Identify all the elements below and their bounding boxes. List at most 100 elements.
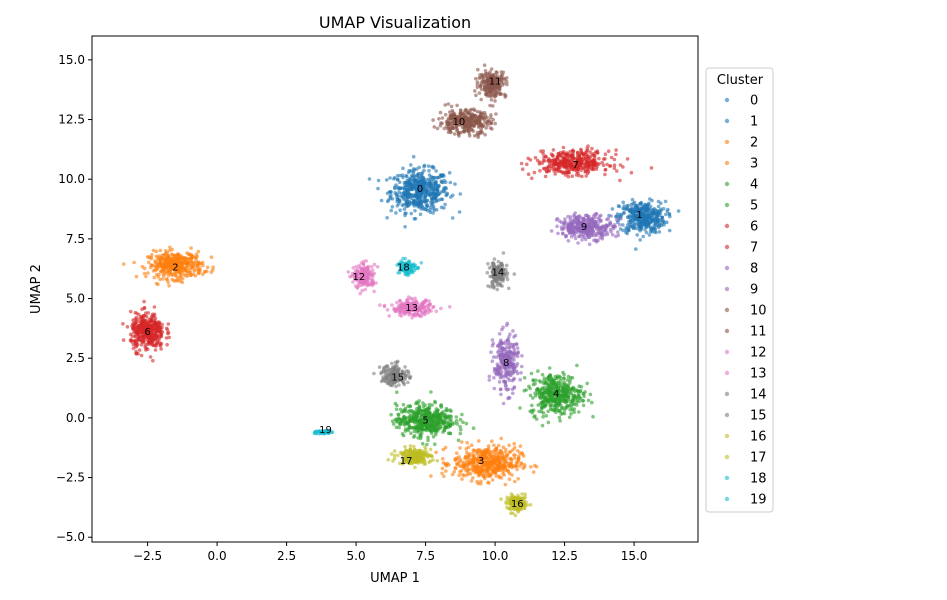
scatter-point [594, 240, 599, 244]
scatter-point [422, 168, 426, 173]
scatter-point [493, 271, 498, 276]
scatter-point [557, 415, 562, 420]
scatter-point [407, 408, 412, 413]
scatter-point [626, 203, 630, 208]
series-cluster-7 [519, 144, 654, 183]
scatter-point [423, 195, 427, 200]
scatter-point [562, 383, 567, 387]
scatter-point [538, 380, 543, 384]
scatter-point [452, 132, 457, 136]
scatter-point [369, 265, 374, 269]
scatter-point [389, 412, 393, 417]
scatter-point [512, 386, 516, 390]
scatter-point [588, 392, 593, 397]
scatter-point [558, 375, 562, 380]
scatter-point [166, 266, 171, 271]
scatter-point [201, 272, 205, 277]
scatter-point [398, 173, 402, 178]
scatter-point [500, 263, 505, 267]
scatter-point [635, 233, 639, 237]
scatter-point [390, 197, 395, 201]
scatter-point [431, 211, 435, 215]
scatter-point [449, 130, 453, 135]
scatter-point [464, 447, 469, 451]
scatter-point [387, 314, 392, 318]
scatter-point [634, 226, 639, 231]
scatter-point [443, 425, 448, 430]
scatter-point [595, 233, 599, 237]
scatter-point [416, 429, 420, 433]
scatter-point [409, 163, 413, 167]
scatter-point [457, 116, 461, 120]
scatter-point [409, 176, 413, 180]
scatter-point [382, 304, 387, 309]
scatter-point [441, 461, 446, 465]
scatter-point [395, 300, 399, 305]
scatter-point [174, 261, 179, 266]
scatter-point [542, 376, 547, 381]
scatter-point [493, 121, 498, 126]
scatter-point [447, 171, 452, 175]
scatter-point [408, 187, 412, 192]
scatter-point [590, 166, 595, 171]
scatter-point [634, 214, 639, 218]
scatter-point [546, 375, 551, 379]
scatter-point [476, 473, 481, 478]
scatter-point [544, 399, 549, 403]
scatter-point [603, 167, 608, 172]
scatter-point [180, 265, 185, 270]
scatter-point [614, 148, 618, 152]
scatter-point [478, 124, 482, 128]
scatter-point [156, 282, 160, 287]
scatter-point [142, 271, 147, 276]
scatter-point [430, 431, 434, 436]
scatter-point [395, 390, 399, 395]
scatter-point [385, 216, 389, 220]
scatter-point [430, 423, 434, 428]
scatter-point [158, 248, 163, 253]
scatter-point [489, 83, 493, 88]
scatter-point [468, 123, 472, 127]
scatter-point [571, 393, 576, 398]
scatter-point [573, 211, 577, 215]
scatter-point [185, 274, 190, 278]
scatter-point [554, 218, 559, 222]
scatter-point [431, 435, 436, 439]
scatter-point [446, 102, 451, 106]
scatter-point [463, 123, 467, 127]
scatter-point [585, 381, 589, 386]
scatter-point [396, 305, 401, 310]
scatter-point [551, 399, 555, 403]
scatter-point [419, 412, 424, 417]
scatter-point [547, 163, 551, 168]
scatter-point [409, 431, 413, 436]
scatter-point [515, 351, 519, 356]
scatter-point [579, 151, 584, 156]
scatter-point [471, 464, 475, 468]
scatter-point [585, 228, 590, 232]
scatter-point [422, 163, 427, 168]
chart-title: UMAP Visualization [319, 13, 471, 32]
scatter-point [418, 432, 422, 437]
scatter-point [500, 358, 505, 362]
scatter-point [498, 343, 502, 347]
scatter-point [189, 246, 193, 250]
scatter-point [176, 258, 181, 263]
scatter-point [459, 427, 463, 432]
scatter-point [441, 180, 445, 185]
scatter-point [564, 394, 569, 399]
scatter-point [581, 229, 586, 234]
scatter-point [546, 409, 550, 414]
scatter-point [125, 325, 130, 329]
scatter-point [551, 390, 555, 395]
scatter-point [512, 441, 516, 446]
scatter-point [495, 283, 500, 288]
scatter-point [458, 108, 463, 112]
scatter-point [648, 216, 653, 221]
scatter-point [411, 308, 415, 312]
scatter-point [370, 268, 375, 273]
scatter-point [458, 470, 462, 474]
scatter-point [537, 162, 542, 166]
scatter-point [520, 354, 524, 358]
scatter-point [468, 115, 473, 120]
